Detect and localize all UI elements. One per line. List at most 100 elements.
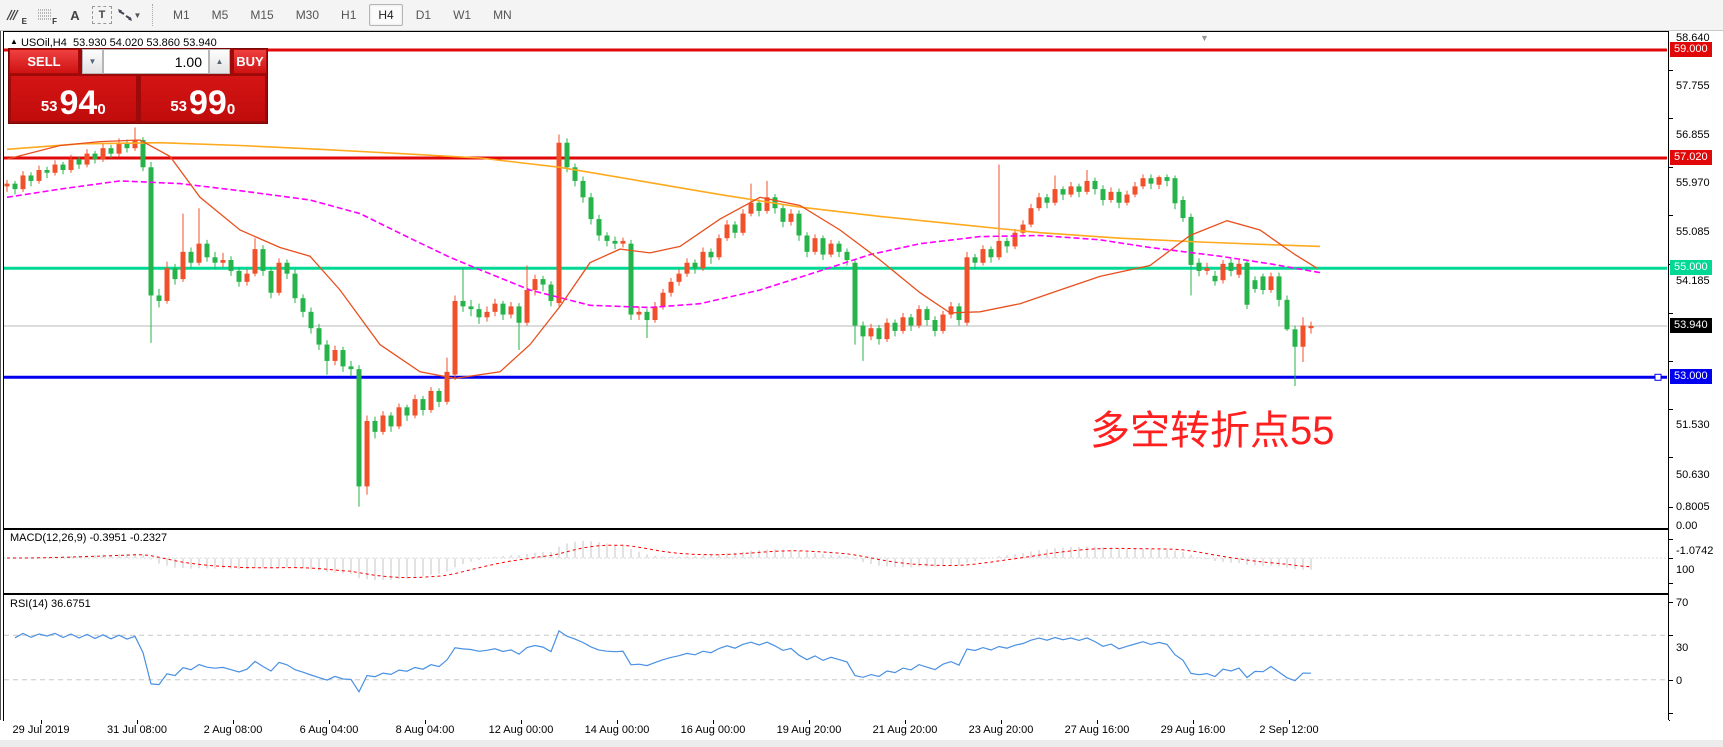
rsi-value: 36.6751 [50,598,91,610]
price-tick-label-tick [1669,215,1673,217]
rsi-tick-label-tick [1669,602,1673,603]
styles-arrows-icon[interactable]: ▼ [116,4,142,26]
rsi-label: RSI(14) [10,598,48,610]
sell-price-prefix: 53 [40,98,58,115]
buy-price-sup: 0 [226,101,236,118]
macd-tick-label-tick [1669,539,1673,541]
text-label-icon[interactable]: A [70,7,80,23]
price-tick-label: 54.185 [1676,274,1710,287]
date-tick-label: 6 Aug 04:00 [299,724,359,736]
buy-button[interactable]: BUY [233,49,267,74]
macd-tick-label: -1.0742 [1676,545,1714,558]
timeframe-button-M1[interactable]: M1 [173,8,190,22]
price-tick-label: 51.530 [1676,419,1710,432]
date-tick-label: 12 Aug 00:00 [488,724,554,736]
rsi-tick-label: 30 [1676,641,1689,654]
sell-price-big: 94 [59,84,98,122]
date-tick [233,720,234,724]
sell-quote-tile[interactable]: 53 94 0 [11,76,136,121]
date-tick [329,720,330,724]
buy-price-big: 99 [189,84,227,122]
price-tick-label: 57.755 [1676,79,1710,92]
price-badge: 57.020 [1670,150,1712,165]
rsi-tick-label: 100 [1676,564,1695,576]
toolbar-separator [152,4,154,26]
rsi-label-row: RSI(14) 36.6751 [10,598,91,610]
volume-increase-button[interactable]: ▲ [209,49,230,74]
volume-decrease-button[interactable]: ▼ [82,49,103,74]
date-tick-label: 31 Jul 08:00 [107,724,167,736]
rsi-panel[interactable] [3,594,1670,722]
trade-quotes-row: 53 94 0 53 99 0 [11,76,265,121]
low-value: 53.860 [146,37,181,49]
date-tick [425,720,426,724]
price-badge: 53.940 [1670,318,1712,334]
macd-tick-label: 0.8005 [1676,501,1710,514]
timeframe-button-H4[interactable]: H4 [369,4,403,26]
window-footer-strip [0,740,1723,747]
price-badge: 53.000 [1670,369,1712,385]
macd-main-value: -0.3951 [89,532,127,544]
volume-input[interactable] [103,49,209,74]
sell-button[interactable]: SELL [9,49,79,74]
price-tick-label-tick [1669,312,1673,314]
date-tick-label: 21 Aug 20:00 [872,724,938,736]
axis-border-line [1668,31,1669,720]
toolbar: E F A T ▼ M1 M5 M15 M30 H1 H4 D1 W1 MN [0,0,1723,31]
macd-panel[interactable] [3,529,1670,594]
timeframe-button-M15[interactable]: M15 [250,8,274,22]
date-tick [521,720,522,724]
buy-quote-tile[interactable]: 53 99 0 [140,76,265,122]
indicator-list-icon[interactable]: E [2,4,28,26]
date-tick-label: 27 Aug 16:00 [1064,724,1130,736]
text-box-icon[interactable]: T [92,6,112,24]
symbol-marker-icon: ▲ [10,37,18,46]
date-tick-label: 23 Aug 20:00 [968,724,1034,736]
macd-label: MACD(12,26,9) [10,532,87,544]
timeframe-button-M5[interactable]: M5 [211,8,229,22]
date-tick [809,720,810,724]
date-tick [1193,720,1194,724]
date-tick-label: 19 Aug 20:00 [776,724,842,736]
date-tick [713,720,714,724]
price-tick-label-tick [1669,117,1673,119]
date-tick-label: 16 Aug 00:00 [680,724,746,736]
open-value: 53.930 [72,37,107,49]
date-tick-label: 2 Aug 08:00 [203,724,263,736]
price-tick-label-tick [1669,506,1673,508]
date-tick-label: 29 Aug 16:00 [1160,724,1226,736]
price-tick-label: 50.630 [1676,468,1710,481]
date-tick [137,720,138,724]
timeframe-button-M30[interactable]: M30 [295,8,320,22]
timeframe-button-D1[interactable]: D1 [415,8,432,22]
macd-tick-label-tick [1669,583,1673,585]
price-tick-label: 55.085 [1676,225,1710,238]
price-axis[interactable]: 58.64057.75556.85555.97055.08554.18553.3… [1669,31,1723,720]
date-tick [1289,720,1290,724]
close-value: 53.940 [183,37,217,49]
rsi-tick-label: 0 [1676,675,1683,687]
timeframe-button-MN[interactable]: MN [493,8,512,22]
timeframe-button-H1[interactable]: H1 [341,8,357,22]
left-border-line [0,31,1,720]
chevron-down-icon: ▼ [133,10,142,20]
price-tick-label-tick [1669,457,1673,459]
rsi-tick-label: 70 [1676,597,1689,610]
date-axis[interactable]: 29 Jul 2019 31 Jul 08:00 2 Aug 08:00 6 Aug … [0,720,1723,740]
timeframe-button-W1[interactable]: W1 [453,8,472,22]
sell-price-sup: 0 [97,101,106,118]
date-tick [41,720,42,724]
date-tick-label: 2 Sep 12:00 [1259,724,1319,736]
chart-annotation-text: 多空转折点55 [1090,409,1335,453]
date-tick [1001,720,1002,724]
objects-grid-icon[interactable]: F [38,9,57,26]
trade-controls-row: SELL ▼ ▲ BUY [9,49,267,74]
high-value: 54.020 [109,37,144,49]
date-tick [905,720,906,724]
price-tick-label: 58.640 [1676,31,1710,44]
chart-shift-marker-icon[interactable]: ▼ [1200,33,1209,43]
price-tick-label-tick [1669,409,1673,411]
rsi-tick-label-tick [1669,679,1673,681]
